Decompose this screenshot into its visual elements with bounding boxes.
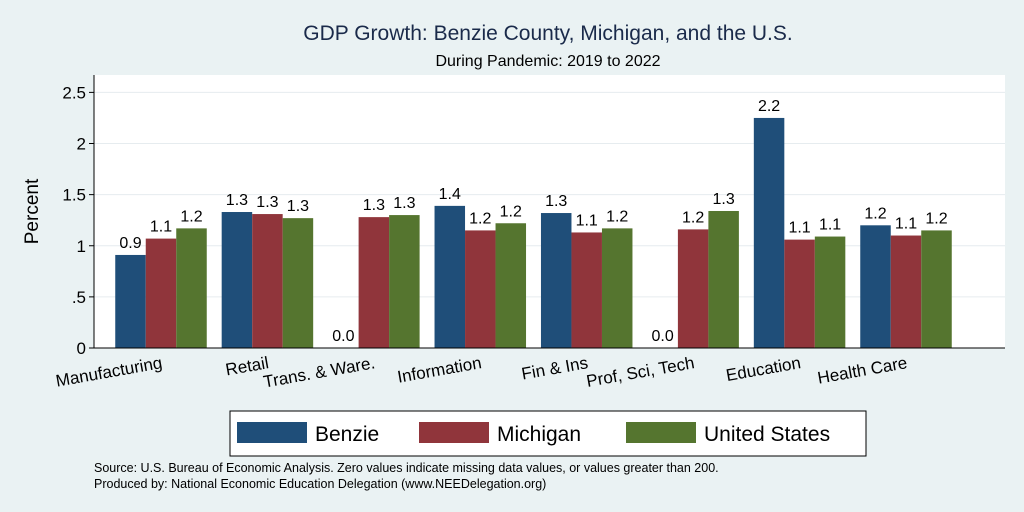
legend: Benzie Michigan United States bbox=[229, 410, 867, 457]
bar-michigan bbox=[145, 238, 177, 348]
bar-united-states bbox=[495, 223, 527, 348]
x-tick-label: Information bbox=[396, 353, 483, 386]
y-tick-label: 1 bbox=[77, 237, 86, 256]
bar-michigan bbox=[465, 230, 496, 348]
y-tick-label: 2 bbox=[77, 135, 86, 154]
bar-united-states bbox=[282, 218, 314, 348]
data-label: 1.2 bbox=[606, 208, 628, 225]
bar-michigan bbox=[252, 214, 283, 348]
data-labels: 0.9 1.1 1.2 1.3 1.3 1.3 0.0 1.3 1.3 1.4 1.2 1.2 1.3 1… bbox=[119, 98, 947, 345]
data-label: 1.4 bbox=[439, 186, 461, 203]
bar-united-states bbox=[176, 228, 207, 348]
bars bbox=[115, 117, 952, 348]
data-label: 1.3 bbox=[363, 197, 385, 214]
bar-benzie bbox=[434, 205, 466, 348]
x-tick-label: Fin & Ins bbox=[520, 353, 589, 383]
chart-subtitle: During Pandemic: 2019 to 2022 bbox=[435, 53, 660, 70]
x-tick-label: Education bbox=[724, 353, 802, 385]
bar-united-states bbox=[921, 230, 952, 348]
footnote-source: Source: U.S. Bureau of Economic Analysis… bbox=[94, 461, 719, 475]
x-tick-label: Health Care bbox=[816, 353, 909, 387]
data-label: 0.9 bbox=[119, 235, 141, 252]
data-label: 2.2 bbox=[758, 98, 780, 115]
bar-united-states bbox=[389, 215, 420, 348]
y-axis-title: Percent bbox=[22, 178, 43, 244]
data-label: 1.2 bbox=[469, 210, 491, 227]
legend-label: United States bbox=[704, 423, 830, 446]
bar-benzie bbox=[115, 254, 146, 348]
data-label: 1.3 bbox=[713, 191, 735, 208]
bar-benzie bbox=[860, 225, 891, 348]
data-label: 1.3 bbox=[287, 198, 309, 215]
bar-michigan bbox=[784, 239, 815, 348]
data-label: 1.3 bbox=[256, 194, 278, 211]
bar-michigan bbox=[890, 235, 922, 348]
legend-swatch bbox=[419, 422, 489, 443]
data-label: 1.1 bbox=[576, 212, 598, 229]
data-label: 1.1 bbox=[819, 217, 841, 234]
bar-michigan bbox=[358, 217, 390, 348]
x-tick-label: Trans. & Ware. bbox=[262, 353, 377, 391]
data-label: 1.1 bbox=[788, 220, 810, 237]
bar-united-states bbox=[708, 210, 739, 348]
bar-benzie bbox=[540, 213, 572, 348]
bar-benzie bbox=[753, 117, 785, 348]
data-label: 1.2 bbox=[864, 205, 886, 222]
legend-box bbox=[229, 410, 867, 457]
data-label: 1.1 bbox=[150, 219, 172, 236]
data-label: 1.3 bbox=[545, 193, 567, 210]
x-tick-label: Prof, Sci, Tech bbox=[585, 353, 696, 391]
data-label: 1.2 bbox=[500, 203, 522, 220]
footnote-producer: Produced by: National Economic Education… bbox=[94, 477, 546, 491]
data-label: 1.3 bbox=[393, 195, 415, 212]
bar-benzie bbox=[221, 212, 253, 348]
bar-united-states bbox=[601, 228, 633, 348]
data-label: 0.0 bbox=[652, 328, 674, 345]
x-tick-label: Manufacturing bbox=[54, 353, 163, 390]
legend-swatch bbox=[626, 422, 696, 443]
bar-united-states bbox=[814, 236, 846, 348]
data-label: 1.1 bbox=[895, 216, 917, 233]
data-label: 1.2 bbox=[180, 208, 202, 225]
y-tick-label: 0 bbox=[77, 339, 86, 358]
legend-label: Benzie bbox=[315, 423, 379, 446]
data-label: 1.3 bbox=[226, 192, 248, 209]
legend-label: Michigan bbox=[497, 423, 581, 446]
y-tick-label: 2.5 bbox=[62, 83, 86, 102]
legend-swatch bbox=[237, 422, 307, 443]
bar-michigan bbox=[677, 229, 709, 348]
y-tick-label: 1.5 bbox=[62, 186, 86, 205]
y-tick-label: .5 bbox=[72, 288, 86, 307]
chart-title: GDP Growth: Benzie County, Michigan, and… bbox=[303, 22, 792, 45]
data-label: 0.0 bbox=[332, 328, 354, 345]
data-label: 1.2 bbox=[682, 209, 704, 226]
data-label: 1.2 bbox=[925, 210, 947, 227]
bar-michigan bbox=[571, 232, 602, 348]
